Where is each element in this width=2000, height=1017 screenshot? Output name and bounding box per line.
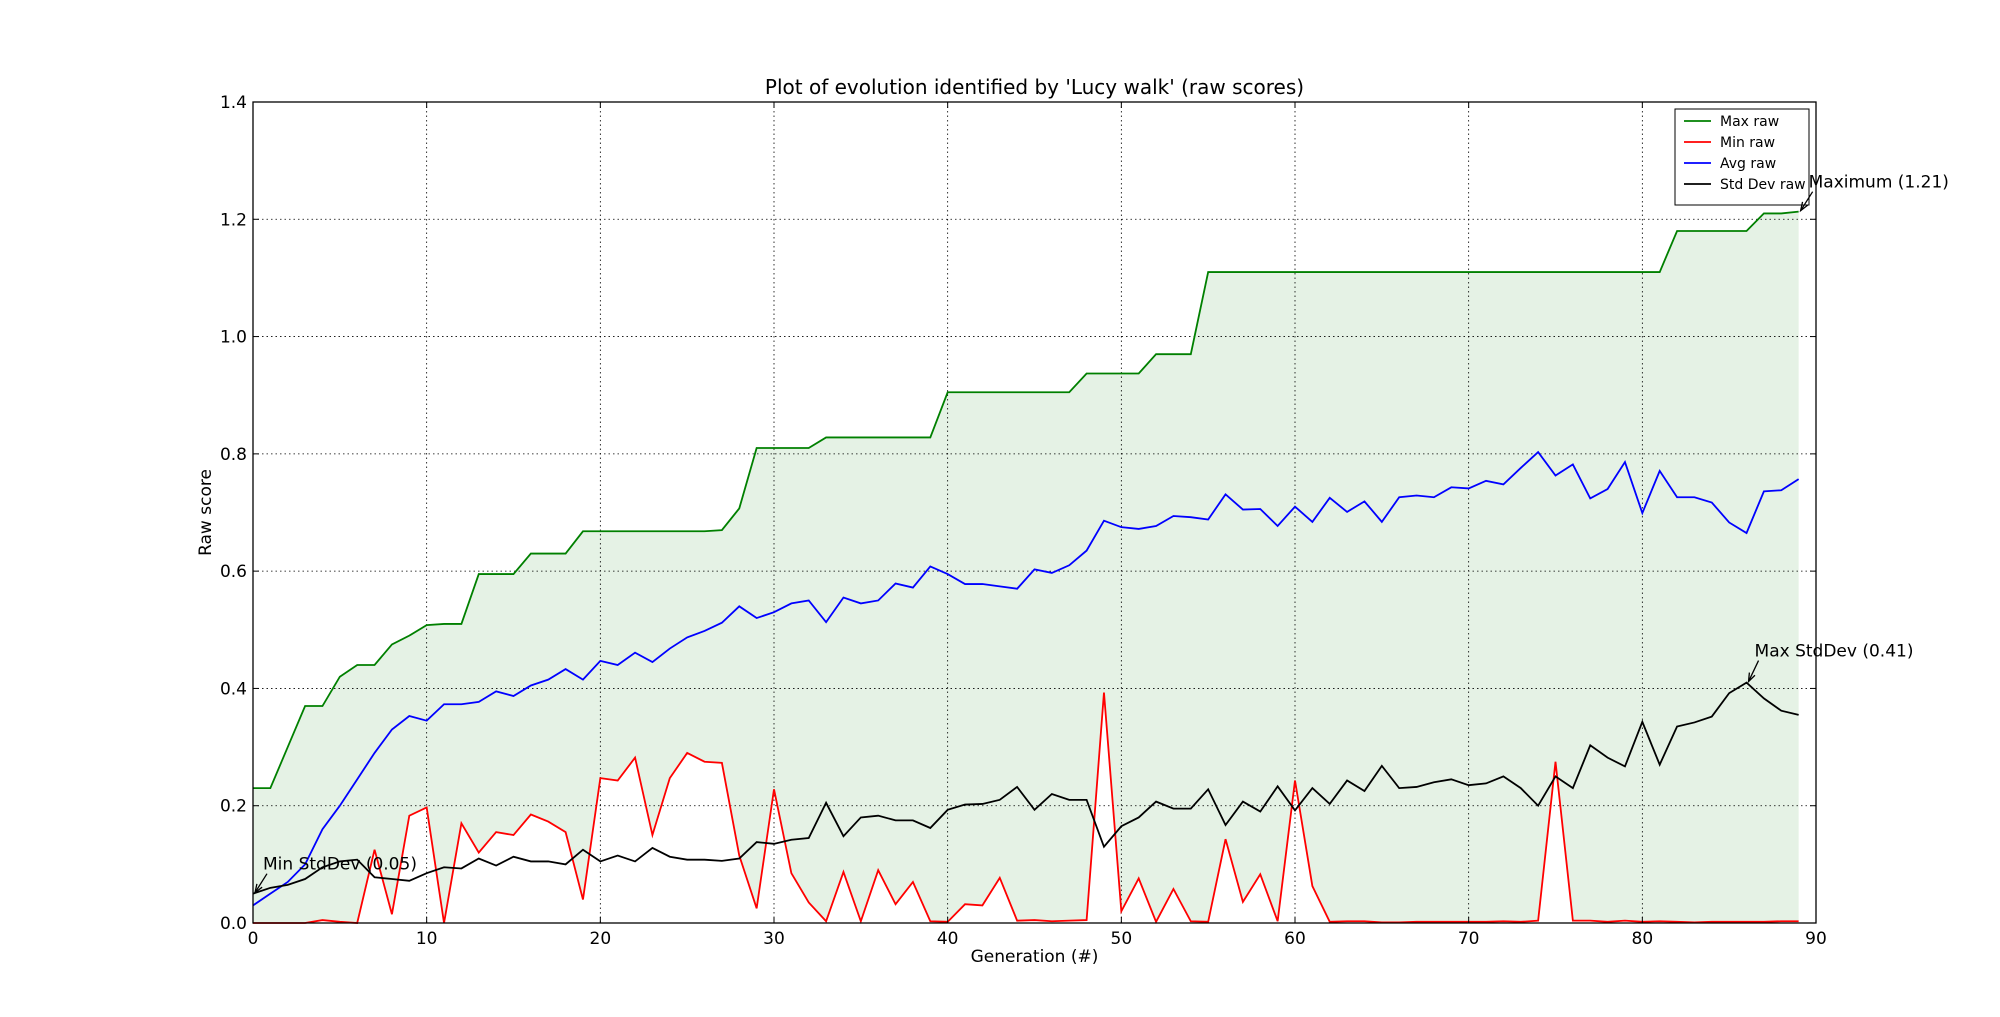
annotation-arrow-line [1747, 660, 1760, 682]
axis-ticks: 0 10 20 30 40 50 60 70 80 90 0.0 0.2 0.4 0.6 0.8 1.0 1.2… [220, 93, 1827, 949]
y-tick-label: 0.6 [220, 562, 247, 582]
x-axis-label: Generation (#) [971, 947, 1099, 967]
series-line-max-raw [253, 210, 1799, 790]
series-lines [252, 210, 1800, 924]
annotation-arrow-head [1799, 201, 1809, 213]
legend-label: Std Dev raw [1720, 177, 1806, 193]
legend-label: Avg raw [1720, 156, 1776, 172]
legend: Max raw Min raw Avg raw Std Dev raw [1674, 108, 1810, 206]
x-tick-label: 80 [1632, 929, 1654, 949]
y-tick-label: 1.0 [220, 328, 247, 348]
y-tick-label: 0.0 [220, 914, 247, 934]
y-tick-label: 0.8 [220, 445, 247, 465]
legend-label: Min raw [1720, 135, 1775, 151]
y-axis-label: Raw score [196, 469, 216, 556]
y-tick-label: 0.2 [220, 797, 247, 817]
x-tick-label: 20 [590, 929, 612, 949]
x-tick-label: 0 [248, 929, 259, 949]
annotation-label: Maximum (1.21) [1809, 173, 1949, 193]
series-line-std-dev-raw [252, 681, 1799, 895]
x-tick-label: 50 [1111, 929, 1133, 949]
x-tick-label: 30 [763, 929, 785, 949]
chart-title: Plot of evolution identified by 'Lucy wa… [765, 75, 1304, 99]
annotation-label: Max StdDev (0.41) [1755, 642, 1914, 662]
plot-frame [252, 101, 1817, 924]
fill-between-polygon [253, 211, 1799, 924]
x-tick-label: 70 [1458, 929, 1480, 949]
series-line-avg-raw [252, 450, 1800, 907]
x-tick-label: 10 [416, 929, 438, 949]
series-line-min-raw [253, 692, 1799, 924]
x-tick-label: 40 [937, 929, 959, 949]
y-tick-label: 0.4 [220, 679, 247, 699]
legend-label: Max raw [1720, 114, 1779, 130]
legend-box [1674, 108, 1810, 206]
annotation-arrow-head [253, 883, 263, 895]
annotation-label: Min StdDev (0.05) [263, 855, 417, 875]
annotation-arrow-line [254, 873, 268, 894]
x-tick-label: 90 [1805, 929, 1827, 949]
annotation-arrow-head [1747, 672, 1756, 684]
fill-between-area [253, 211, 1799, 924]
y-tick-label: 1.2 [220, 210, 247, 230]
annotation-arrow-line [1800, 191, 1814, 212]
annotations: Maximum (1.21) Max StdDev (0.41) Min StdDe… [253, 173, 1949, 895]
x-tick-label: 60 [1284, 929, 1306, 949]
y-tick-label: 1.4 [220, 93, 247, 113]
